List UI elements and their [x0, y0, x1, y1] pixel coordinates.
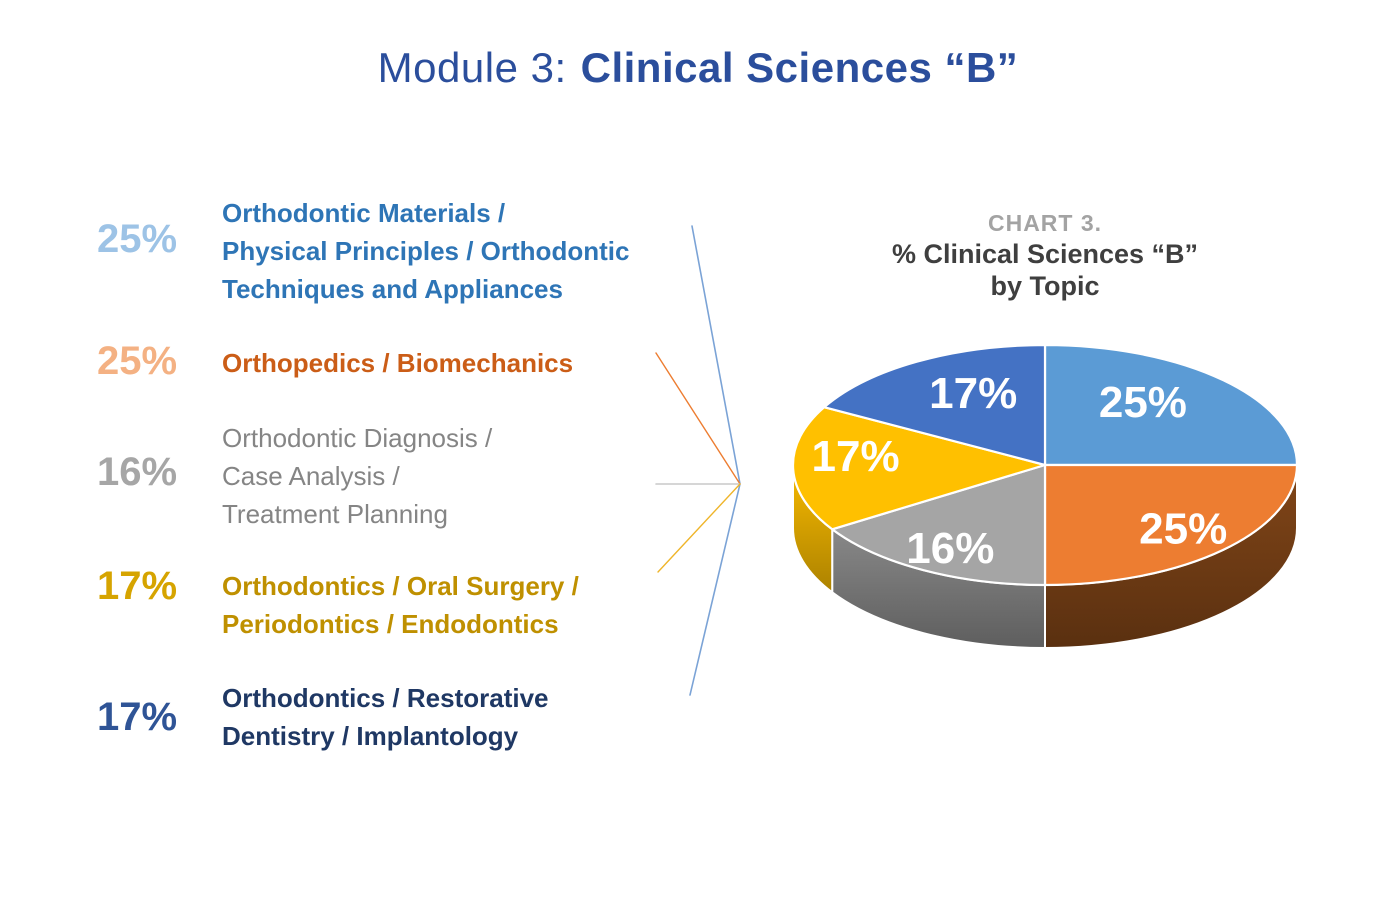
slide-title-topic: Clinical Sciences “B”: [580, 44, 1019, 91]
pie-slice-label: 16%: [906, 524, 994, 573]
pie-3d-svg: 25%25%16%17%17%: [791, 343, 1299, 649]
topic-label-2: Orthopedics / Biomechanics: [222, 348, 574, 378]
chart-kicker: CHART 3.: [987, 210, 1103, 236]
connector-line-blue: [689, 225, 741, 696]
chart-title-line2: by Topic: [990, 271, 1100, 301]
chart-heading: CHART 3. % Clinical Sciences “B” by Topi…: [850, 208, 1240, 302]
pie-slice-label: 17%: [812, 432, 900, 481]
connector-lines: [655, 225, 741, 696]
slide-title-module: Module 3:: [377, 44, 567, 91]
topic-percent-3: 16%: [97, 450, 178, 494]
connector-line-gold: [657, 483, 741, 573]
topic-label-3: Orthodontic Diagnosis / Case Analysis / Tr…: [222, 423, 493, 529]
topic-percent-5: 17%: [97, 695, 178, 739]
pie-slice-label: 25%: [1099, 378, 1187, 427]
pie-slice-top: [831, 463, 1047, 587]
pie-slice-label: 17%: [929, 369, 1017, 418]
topic-label-4: Orthodontics / Oral Surgery / Periodontic…: [222, 571, 579, 639]
chart-title-line1: % Clinical Sciences “B”: [891, 239, 1199, 269]
pie-slice-top: [1043, 463, 1299, 587]
pie-slice-top: [791, 406, 1047, 531]
topic-label-5: Orthodontics / Restorative Dentistry / Im…: [222, 683, 549, 751]
topic-percent-2: 25%: [97, 339, 178, 383]
connector-line-orange: [655, 352, 741, 485]
pie-slice-label: 25%: [1139, 505, 1227, 554]
slide-title: Module 3: Clinical Sciences “B”: [0, 44, 1396, 92]
pie-slice-top: [1043, 343, 1299, 467]
topic-percent-1: 25%: [97, 217, 178, 261]
topic-percent-4: 17%: [97, 564, 178, 608]
pie-slice-top: [823, 343, 1047, 467]
topic-label-1: Orthodontic Materials / Physical Principl…: [222, 198, 630, 304]
